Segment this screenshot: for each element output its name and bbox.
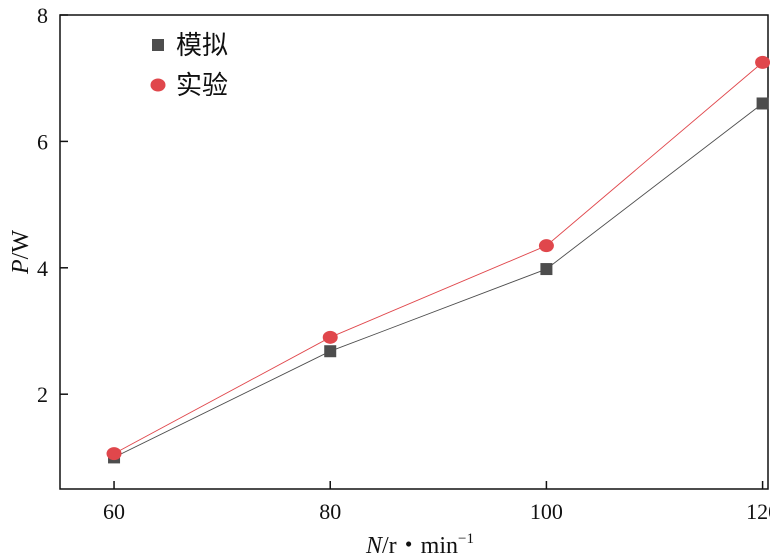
y-tick-label: 6 — [37, 129, 48, 154]
y-axis-label: P/W — [8, 230, 34, 275]
legend-marker-square — [152, 39, 164, 51]
y-tick-label: 4 — [37, 256, 48, 281]
plot-frame — [59, 14, 769, 490]
x-axis-unit: /r・min — [382, 533, 458, 557]
data-point-circle — [106, 447, 122, 461]
legend-marker-circle — [150, 78, 166, 92]
x-tick-label: 120 — [746, 499, 770, 524]
data-point-circle — [322, 330, 338, 344]
data-point-circle — [538, 239, 554, 253]
x-axis-variable: N — [365, 533, 384, 557]
x-axis-unit-exponent: −1 — [458, 531, 474, 547]
legend-label: 模拟 — [176, 31, 228, 61]
data-point-square — [324, 345, 337, 358]
data-point-square — [540, 263, 553, 276]
y-tick-label: 8 — [37, 3, 48, 28]
y-tick-label: 2 — [37, 382, 48, 407]
x-tick-label: 100 — [530, 499, 563, 524]
series-lines — [113, 62, 763, 458]
x-axis-label: N/r・min−1 — [365, 531, 474, 557]
legend-label: 实验 — [176, 71, 228, 101]
x-tick-label: 60 — [103, 499, 125, 524]
axis-ticks: 60 80 100 120 2 4 6 8 — [37, 3, 770, 524]
series-line-2 — [113, 62, 763, 455]
data-point-circle — [755, 55, 770, 69]
y-axis-unit: /W — [8, 230, 34, 260]
series-line-1 — [113, 103, 763, 458]
data-point-square — [756, 97, 769, 110]
y-axis-variable: P — [8, 259, 34, 275]
x-tick-label: 80 — [319, 499, 341, 524]
series-markers — [106, 55, 770, 464]
